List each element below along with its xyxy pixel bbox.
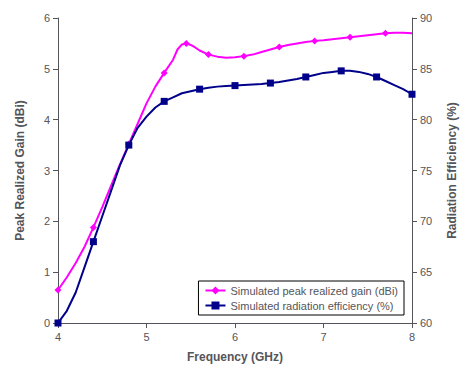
svg-text:75: 75	[420, 165, 432, 177]
svg-text:60: 60	[420, 317, 432, 329]
svg-text:1: 1	[44, 266, 50, 278]
svg-text:70: 70	[420, 215, 432, 227]
svg-text:65: 65	[420, 266, 432, 278]
svg-text:7: 7	[320, 331, 326, 343]
svg-text:3: 3	[44, 165, 50, 177]
svg-text:Frequency (GHz): Frequency (GHz)	[187, 350, 283, 364]
svg-text:Peak Realized Gain (dBi): Peak Realized Gain (dBi)	[13, 100, 27, 241]
svg-text:6: 6	[232, 331, 238, 343]
svg-text:8: 8	[409, 331, 415, 343]
svg-text:5: 5	[44, 63, 50, 75]
svg-text:2: 2	[44, 215, 50, 227]
svg-text:5: 5	[143, 331, 149, 343]
svg-text:0: 0	[44, 317, 50, 329]
svg-text:Simulated peak realized gain (: Simulated peak realized gain (dBi)	[230, 285, 398, 297]
svg-text:4: 4	[55, 331, 61, 343]
svg-text:Simulated radiation efficiency: Simulated radiation efficiency (%)	[230, 300, 393, 312]
svg-text:80: 80	[420, 114, 432, 126]
svg-text:6: 6	[44, 12, 50, 24]
svg-text:85: 85	[420, 63, 432, 75]
svg-text:Radiation Efficiency (%): Radiation Efficiency (%)	[445, 102, 459, 239]
svg-text:4: 4	[44, 114, 50, 126]
svg-text:90: 90	[420, 12, 432, 24]
